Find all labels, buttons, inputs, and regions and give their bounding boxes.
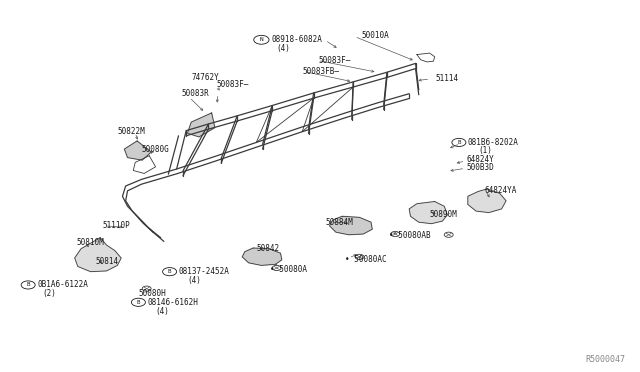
Text: 50083F―: 50083F― [217, 80, 249, 89]
Text: 51110P: 51110P [102, 221, 130, 230]
Text: B: B [137, 300, 140, 305]
Text: • 50080AC: • 50080AC [346, 254, 387, 264]
Text: • 50080AB: • 50080AB [389, 231, 431, 240]
Text: (1): (1) [478, 147, 492, 155]
Text: 50080G: 50080G [141, 145, 170, 154]
Text: 74762Y: 74762Y [191, 73, 219, 81]
Polygon shape [330, 216, 372, 235]
Text: 50083F―: 50083F― [319, 56, 351, 65]
Text: 64824Y: 64824Y [467, 155, 494, 164]
Text: R5000047: R5000047 [586, 355, 626, 364]
Text: (2): (2) [43, 289, 57, 298]
Text: 50083FB―: 50083FB― [302, 67, 339, 76]
Text: 08146-6162H: 08146-6162H [147, 298, 198, 307]
Text: 50010A: 50010A [362, 31, 389, 40]
Text: 51114: 51114 [436, 74, 459, 83]
Text: 50842: 50842 [256, 244, 280, 253]
Text: 50810M: 50810M [77, 238, 104, 247]
Polygon shape [243, 248, 282, 265]
Text: (4): (4) [156, 307, 170, 316]
Text: (4): (4) [276, 44, 291, 53]
Text: B: B [457, 140, 461, 145]
Text: (4): (4) [188, 276, 202, 285]
Text: B: B [26, 282, 30, 288]
Text: 50080H: 50080H [138, 289, 166, 298]
Text: 0B1A6-6122A: 0B1A6-6122A [37, 280, 88, 289]
Text: 08918-6082A: 08918-6082A [271, 35, 323, 44]
Text: N: N [259, 37, 263, 42]
Polygon shape [468, 189, 506, 212]
Text: 081B6-8202A: 081B6-8202A [468, 138, 518, 147]
Text: 50884M: 50884M [325, 218, 353, 227]
Polygon shape [75, 238, 121, 272]
Polygon shape [409, 202, 447, 224]
Text: 50822M: 50822M [117, 127, 145, 136]
Polygon shape [188, 113, 215, 137]
Text: 500B3D: 500B3D [467, 163, 494, 172]
Polygon shape [124, 141, 151, 160]
Text: B: B [168, 269, 172, 274]
Text: • 50080A: • 50080A [270, 264, 307, 273]
Text: 64824YA: 64824YA [484, 186, 516, 195]
Text: 08137-2452A: 08137-2452A [179, 267, 229, 276]
Text: 50814: 50814 [96, 257, 119, 266]
Text: 50890M: 50890M [429, 210, 458, 219]
Text: 50083R: 50083R [181, 89, 209, 98]
